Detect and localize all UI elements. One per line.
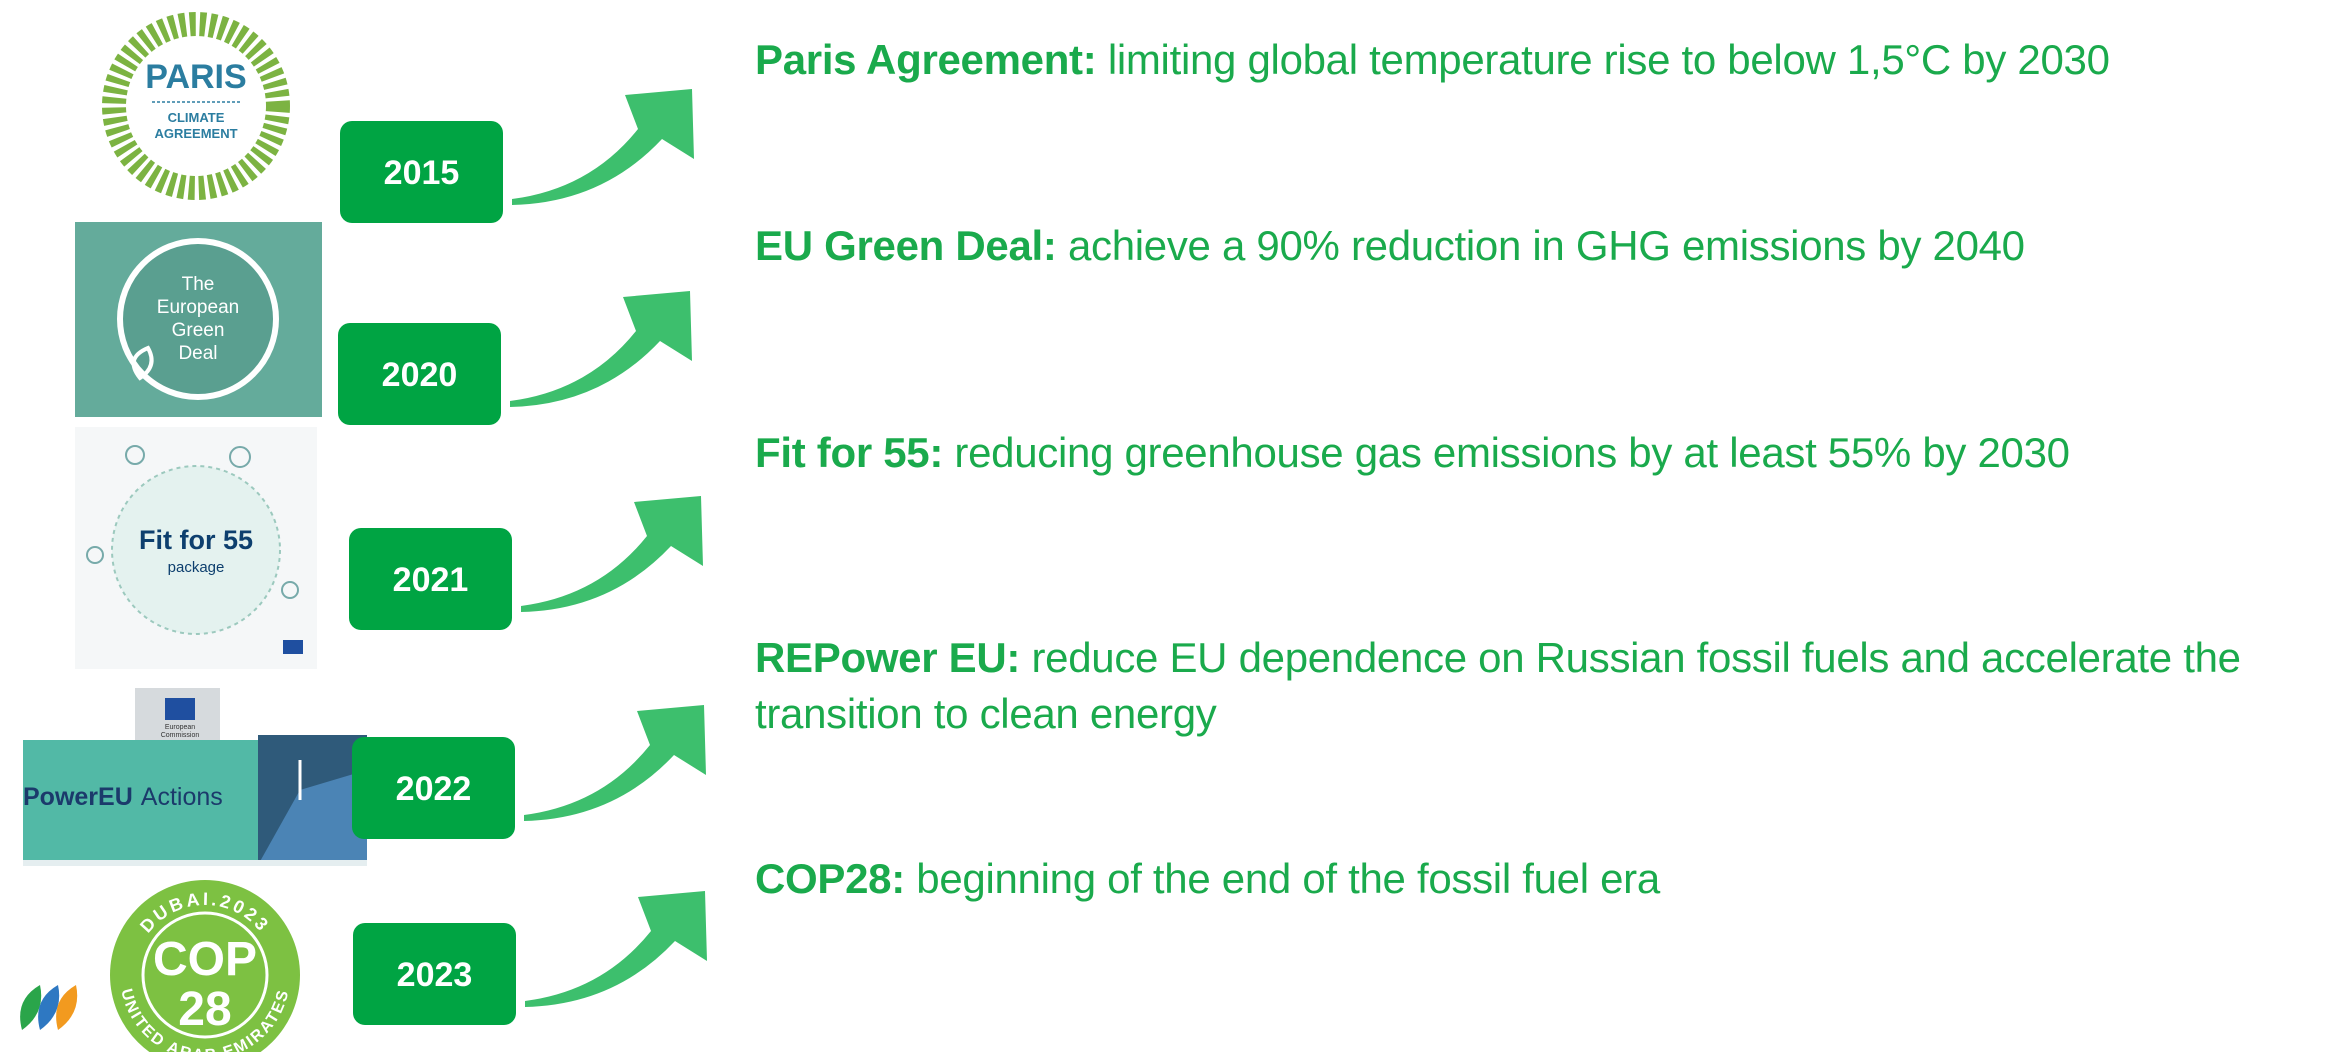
- green-deal-text: The: [182, 274, 215, 295]
- year: 2022: [396, 770, 472, 808]
- repower-commission: European: [165, 724, 195, 731]
- repower-flag: [165, 698, 195, 720]
- paris-subtitle: CLIMATE: [168, 110, 225, 125]
- step: 2021: [349, 496, 703, 630]
- statement: REPower EU: reduce EU dependence on Russ…: [755, 630, 2330, 742]
- statement-title: Fit for 55:: [755, 429, 943, 476]
- arrow: [521, 496, 703, 612]
- year: 2020: [382, 356, 458, 394]
- statement-text: achieve a 90% reduction in GHG emissions…: [1068, 222, 2025, 269]
- green-deal-text: Green: [172, 320, 225, 341]
- statement-text: reducing greenhouse gas emissions by at …: [954, 429, 2069, 476]
- repower-commission: Commission: [161, 732, 200, 739]
- statement-title: Paris Agreement:: [755, 36, 1096, 83]
- fit-subtitle: package: [168, 559, 225, 576]
- cop-title: COP: [153, 933, 257, 986]
- repower-text: Actions: [141, 783, 223, 811]
- repower-title: PowerEU Actions: [23, 783, 223, 811]
- statement: Fit for 55: reducing greenhouse gas emis…: [755, 425, 2330, 481]
- paris-subtitle: AGREEMENT: [154, 126, 237, 141]
- cop28-logo: COP 28 DUBAI.2023 UNITED ARAB EMIRATES: [110, 880, 300, 1052]
- brand-logo: [20, 985, 77, 1030]
- arrow: [510, 291, 692, 407]
- step: 2020: [338, 291, 692, 425]
- cop-number: 28: [178, 983, 231, 1036]
- timeline: 2015 2020 2021 2022 2023: [338, 89, 707, 1025]
- repower-strip: [23, 860, 367, 866]
- statement-text: limiting global temperature rise to belo…: [1108, 36, 2110, 83]
- paris-title: PARIS: [145, 58, 246, 96]
- fit-for-55-logo: Fit for 55 package: [75, 427, 317, 669]
- statement-title: REPower EU:: [755, 634, 1020, 681]
- green-deal-logo: The European Green Deal: [75, 222, 322, 417]
- fit-flag: [283, 640, 303, 654]
- slide: PARIS CLIMATE AGREEMENT The European Gre…: [0, 0, 2343, 1052]
- step: 2015: [340, 89, 694, 223]
- repower-bold: PowerEU: [23, 783, 133, 811]
- statement: COP28: beginning of the end of the fossi…: [755, 851, 2330, 907]
- arrow: [525, 891, 707, 1007]
- brand-leaf: [20, 985, 41, 1030]
- statement: EU Green Deal: achieve a 90% reduction i…: [755, 218, 2330, 274]
- arrow: [524, 705, 706, 821]
- green-deal-text: European: [157, 297, 239, 318]
- step: 2022: [352, 705, 706, 839]
- brand-leaf: [56, 985, 77, 1030]
- repower-logo: European Commission PowerEU Actions: [23, 688, 367, 866]
- statement-text: beginning of the end of the fossil fuel …: [916, 855, 1660, 902]
- year: 2015: [384, 154, 460, 192]
- green-deal-text: Deal: [178, 343, 217, 364]
- paris-logo: PARIS CLIMATE AGREEMENT: [114, 24, 278, 188]
- arrow: [512, 89, 694, 205]
- year: 2023: [397, 956, 473, 994]
- statement: Paris Agreement: limiting global tempera…: [755, 32, 2330, 88]
- step: 2023: [353, 891, 707, 1025]
- year: 2021: [393, 561, 469, 599]
- brand-leaf: [38, 985, 59, 1030]
- statement-title: COP28:: [755, 855, 905, 902]
- statement-title: EU Green Deal:: [755, 222, 1057, 269]
- fit-title: Fit for 55: [139, 525, 253, 555]
